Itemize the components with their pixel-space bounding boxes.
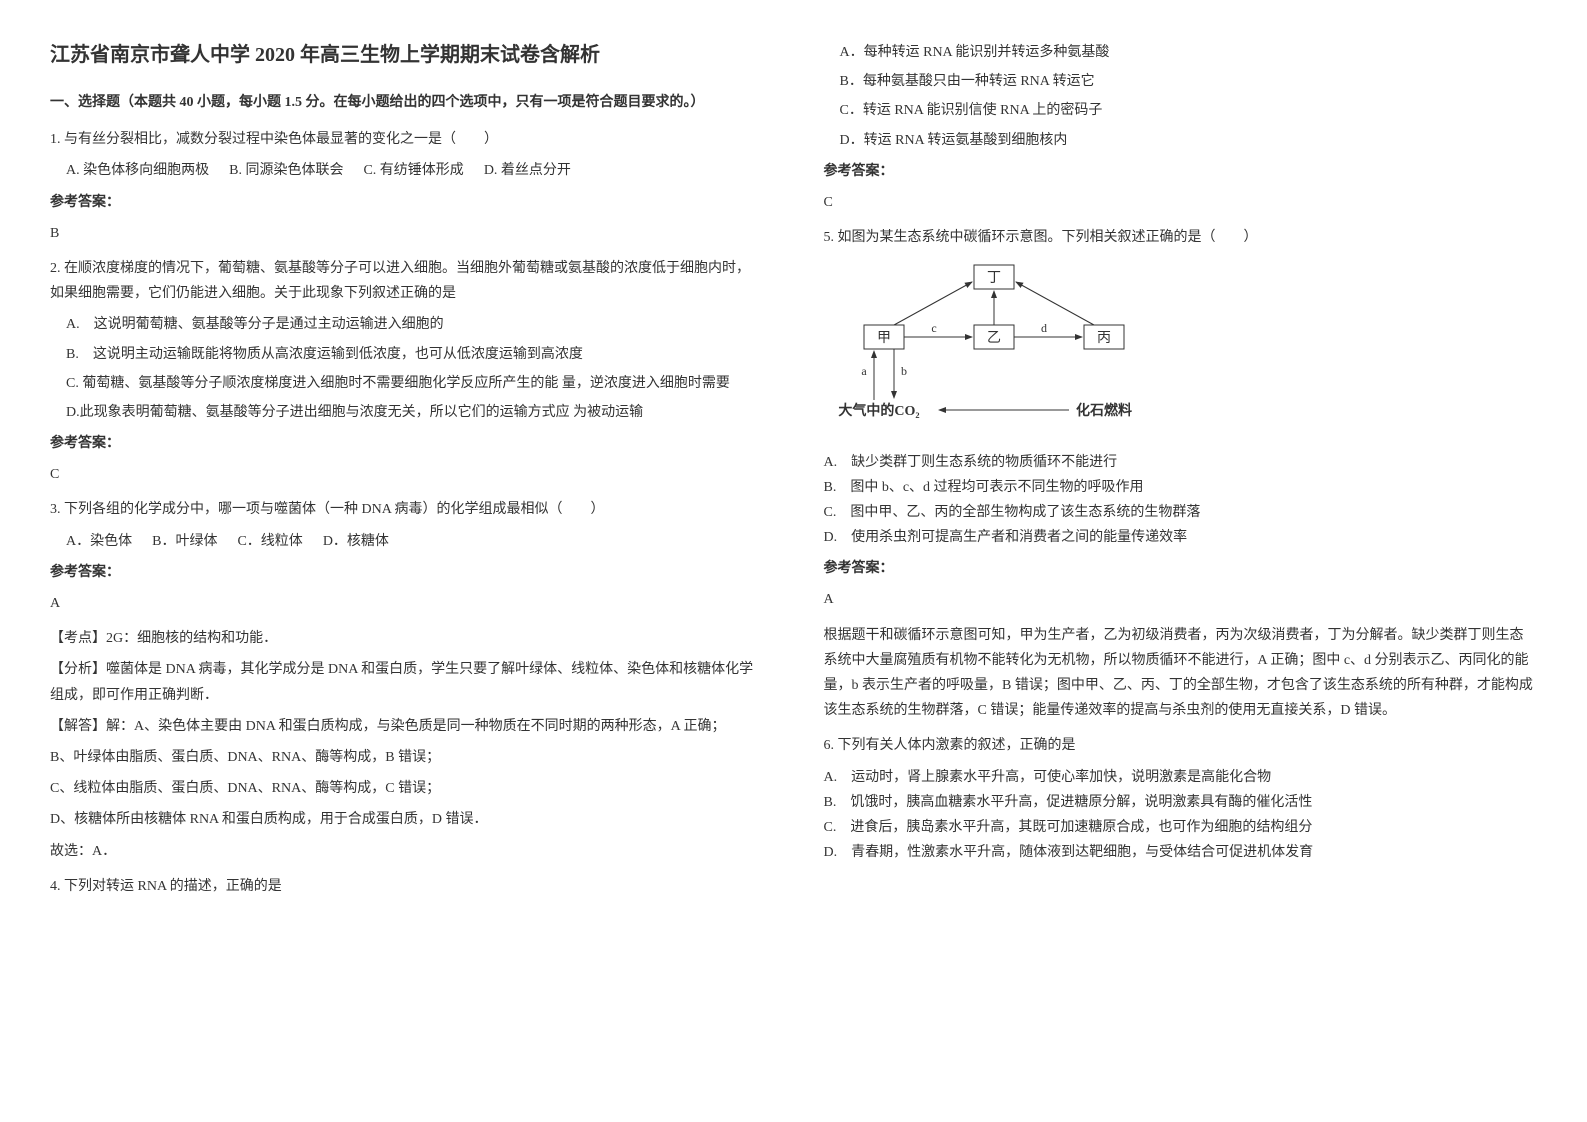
q3-answer-label: 参考答案： xyxy=(50,560,764,585)
node-fuel: 化石燃料 xyxy=(1076,402,1132,419)
question-5: 5. 如图为某生态系统中碳循环示意图。下列相关叙述正确的是（ ） 丁 甲 xyxy=(824,225,1538,723)
q6-text: 6. 下列有关人体内激素的叙述，正确的是 xyxy=(824,733,1538,758)
q5-answer-label: 参考答案： xyxy=(824,556,1538,581)
q3-analysis-1: 【考点】2G：细胞核的结构和功能． xyxy=(50,626,764,651)
q5-diagram: 丁 甲 乙 丙 大气中的CO₂ 化石燃料 c xyxy=(824,260,1538,439)
question-4-options: A．每种转运 RNA 能识别并转运多种氨基酸 B．每种氨基酸只由一种转运 RNA… xyxy=(824,40,1538,215)
node-co2: 大气中的CO₂ xyxy=(838,402,919,419)
q5-optB: B. 图中 b、c、d 过程均可表示不同生物的呼吸作用 xyxy=(824,475,1538,500)
q4-optA: A．每种转运 RNA 能识别并转运多种氨基酸 xyxy=(824,40,1538,65)
q1-text: 1. 与有丝分裂相比，减数分裂过程中染色体最显著的变化之一是（ ） xyxy=(50,127,764,152)
q5-optD: D. 使用杀虫剂可提高生产者和消费者之间的能量传递效率 xyxy=(824,525,1538,550)
q4-text: 4. 下列对转运 RNA 的描述，正确的是 xyxy=(50,874,764,899)
carbon-cycle-svg: 丁 甲 乙 丙 大气中的CO₂ 化石燃料 c xyxy=(824,260,1164,430)
node-yi: 乙 xyxy=(987,330,1001,346)
q2-optD: D.此现象表明葡萄糖、氨基酸等分子进出细胞与浓度无关，所以它们的运输方式应 为被… xyxy=(50,400,764,425)
q3-optC: C．线粒体 xyxy=(237,529,302,554)
question-2: 2. 在顺浓度梯度的情况下，葡萄糖、氨基酸等分子可以进入细胞。当细胞外葡萄糖或氨… xyxy=(50,256,764,488)
q3-optA: A．染色体 xyxy=(66,529,132,554)
edge-b: b xyxy=(901,364,907,378)
q6-optC: C. 进食后，胰岛素水平升高，其既可加速糖原合成，也可作为细胞的结构组分 xyxy=(824,815,1538,840)
q1-optC: C. 有纺锤体形成 xyxy=(363,158,463,183)
q6-optD: D. 青春期，性激素水平升高，随体液到达靶细胞，与受体结合可促进机体发育 xyxy=(824,840,1538,865)
q3-text: 3. 下列各组的化学成分中，哪一项与噬菌体（一种 DNA 病毒）的化学组成最相似… xyxy=(50,497,764,522)
q4-optB: B．每种氨基酸只由一种转运 RNA 转运它 xyxy=(824,69,1538,94)
node-jia: 甲 xyxy=(877,331,891,346)
q1-options: A. 染色体移向细胞两极 B. 同源染色体联会 C. 有纺锤体形成 D. 着丝点… xyxy=(50,158,764,183)
q6-optB: B. 饥饿时，胰高血糖素水平升高，促进糖原分解，说明激素具有酶的催化活性 xyxy=(824,790,1538,815)
q3-analysis-4: B、叶绿体由脂质、蛋白质、DNA、RNA、酶等构成，B 错误； xyxy=(50,745,764,770)
node-ding: 丁 xyxy=(987,271,1001,286)
question-1: 1. 与有丝分裂相比，减数分裂过程中染色体最显著的变化之一是（ ） A. 染色体… xyxy=(50,127,764,246)
left-column: 江苏省南京市聋人中学 2020 年高三生物上学期期末试卷含解析 一、选择题（本题… xyxy=(50,40,764,909)
q3-analysis-3: 【解答】解：A、染色体主要由 DNA 和蛋白质构成，与染色质是同一种物质在不同时… xyxy=(50,714,764,739)
q6-optA: A. 运动时，肾上腺素水平升高，可使心率加快，说明激素是高能化合物 xyxy=(824,765,1538,790)
q3-analysis-6: D、核糖体所由核糖体 RNA 和蛋白质构成，用于合成蛋白质，D 错误． xyxy=(50,807,764,832)
q3-options: A．染色体 B．叶绿体 C．线粒体 D．核糖体 xyxy=(50,529,764,554)
q2-optC: C. 葡萄糖、氨基酸等分子顺浓度梯度进入细胞时不需要细胞化学反应所产生的能 量，… xyxy=(50,371,764,396)
q3-optB: B．叶绿体 xyxy=(152,529,217,554)
document-title: 江苏省南京市聋人中学 2020 年高三生物上学期期末试卷含解析 xyxy=(50,40,764,70)
q4-optD: D．转运 RNA 转运氨基酸到细胞核内 xyxy=(824,128,1538,153)
question-4-stem: 4. 下列对转运 RNA 的描述，正确的是 xyxy=(50,874,764,899)
q1-answer: B xyxy=(50,221,764,246)
right-column: A．每种转运 RNA 能识别并转运多种氨基酸 B．每种氨基酸只由一种转运 RNA… xyxy=(824,40,1538,909)
edge-a: a xyxy=(861,364,867,378)
section-1-header: 一、选择题（本题共 40 小题，每小题 1.5 分。在每小题给出的四个选项中，只… xyxy=(50,90,764,115)
q5-text: 5. 如图为某生态系统中碳循环示意图。下列相关叙述正确的是（ ） xyxy=(824,225,1538,250)
q1-answer-label: 参考答案： xyxy=(50,190,764,215)
q5-optC: C. 图中甲、乙、丙的全部生物构成了该生态系统的生物群落 xyxy=(824,500,1538,525)
q2-text: 2. 在顺浓度梯度的情况下，葡萄糖、氨基酸等分子可以进入细胞。当细胞外葡萄糖或氨… xyxy=(50,256,764,306)
question-3: 3. 下列各组的化学成分中，哪一项与噬菌体（一种 DNA 病毒）的化学组成最相似… xyxy=(50,497,764,863)
page-container: 江苏省南京市聋人中学 2020 年高三生物上学期期末试卷含解析 一、选择题（本题… xyxy=(50,40,1537,909)
q2-optB: B. 这说明主动运输既能将物质从高浓度运输到低浓度，也可从低浓度运输到高浓度 xyxy=(50,342,764,367)
q3-answer: A xyxy=(50,591,764,616)
q4-answer-label: 参考答案： xyxy=(824,159,1538,184)
q4-optC: C．转运 RNA 能识别信使 RNA 上的密码子 xyxy=(824,98,1538,123)
q3-analysis-7: 故选：A． xyxy=(50,839,764,864)
q2-answer-label: 参考答案： xyxy=(50,431,764,456)
q5-answer: A xyxy=(824,587,1538,612)
q5-optA: A. 缺少类群丁则生态系统的物质循环不能进行 xyxy=(824,450,1538,475)
q3-optD: D．核糖体 xyxy=(323,529,389,554)
q1-optD: D. 着丝点分开 xyxy=(484,158,571,183)
q5-explanation: 根据题干和碳循环示意图可知，甲为生产者，乙为初级消费者，丙为次级消费者，丁为分解… xyxy=(824,623,1538,724)
q3-analysis-2: 【分析】噬菌体是 DNA 病毒，其化学成分是 DNA 和蛋白质，学生只要了解叶绿… xyxy=(50,657,764,707)
q1-optA: A. 染色体移向细胞两极 xyxy=(66,158,209,183)
q1-optB: B. 同源染色体联会 xyxy=(229,158,343,183)
question-6: 6. 下列有关人体内激素的叙述，正确的是 A. 运动时，肾上腺素水平升高，可使心… xyxy=(824,733,1538,865)
edge-c: c xyxy=(931,321,936,335)
q4-answer: C xyxy=(824,190,1538,215)
edge-d: d xyxy=(1041,321,1047,335)
q2-optA: A. 这说明葡萄糖、氨基酸等分子是通过主动运输进入细胞的 xyxy=(50,312,764,337)
node-bing: 丙 xyxy=(1097,331,1111,346)
q3-analysis-5: C、线粒体由脂质、蛋白质、DNA、RNA、酶等构成，C 错误； xyxy=(50,776,764,801)
q2-answer: C xyxy=(50,462,764,487)
